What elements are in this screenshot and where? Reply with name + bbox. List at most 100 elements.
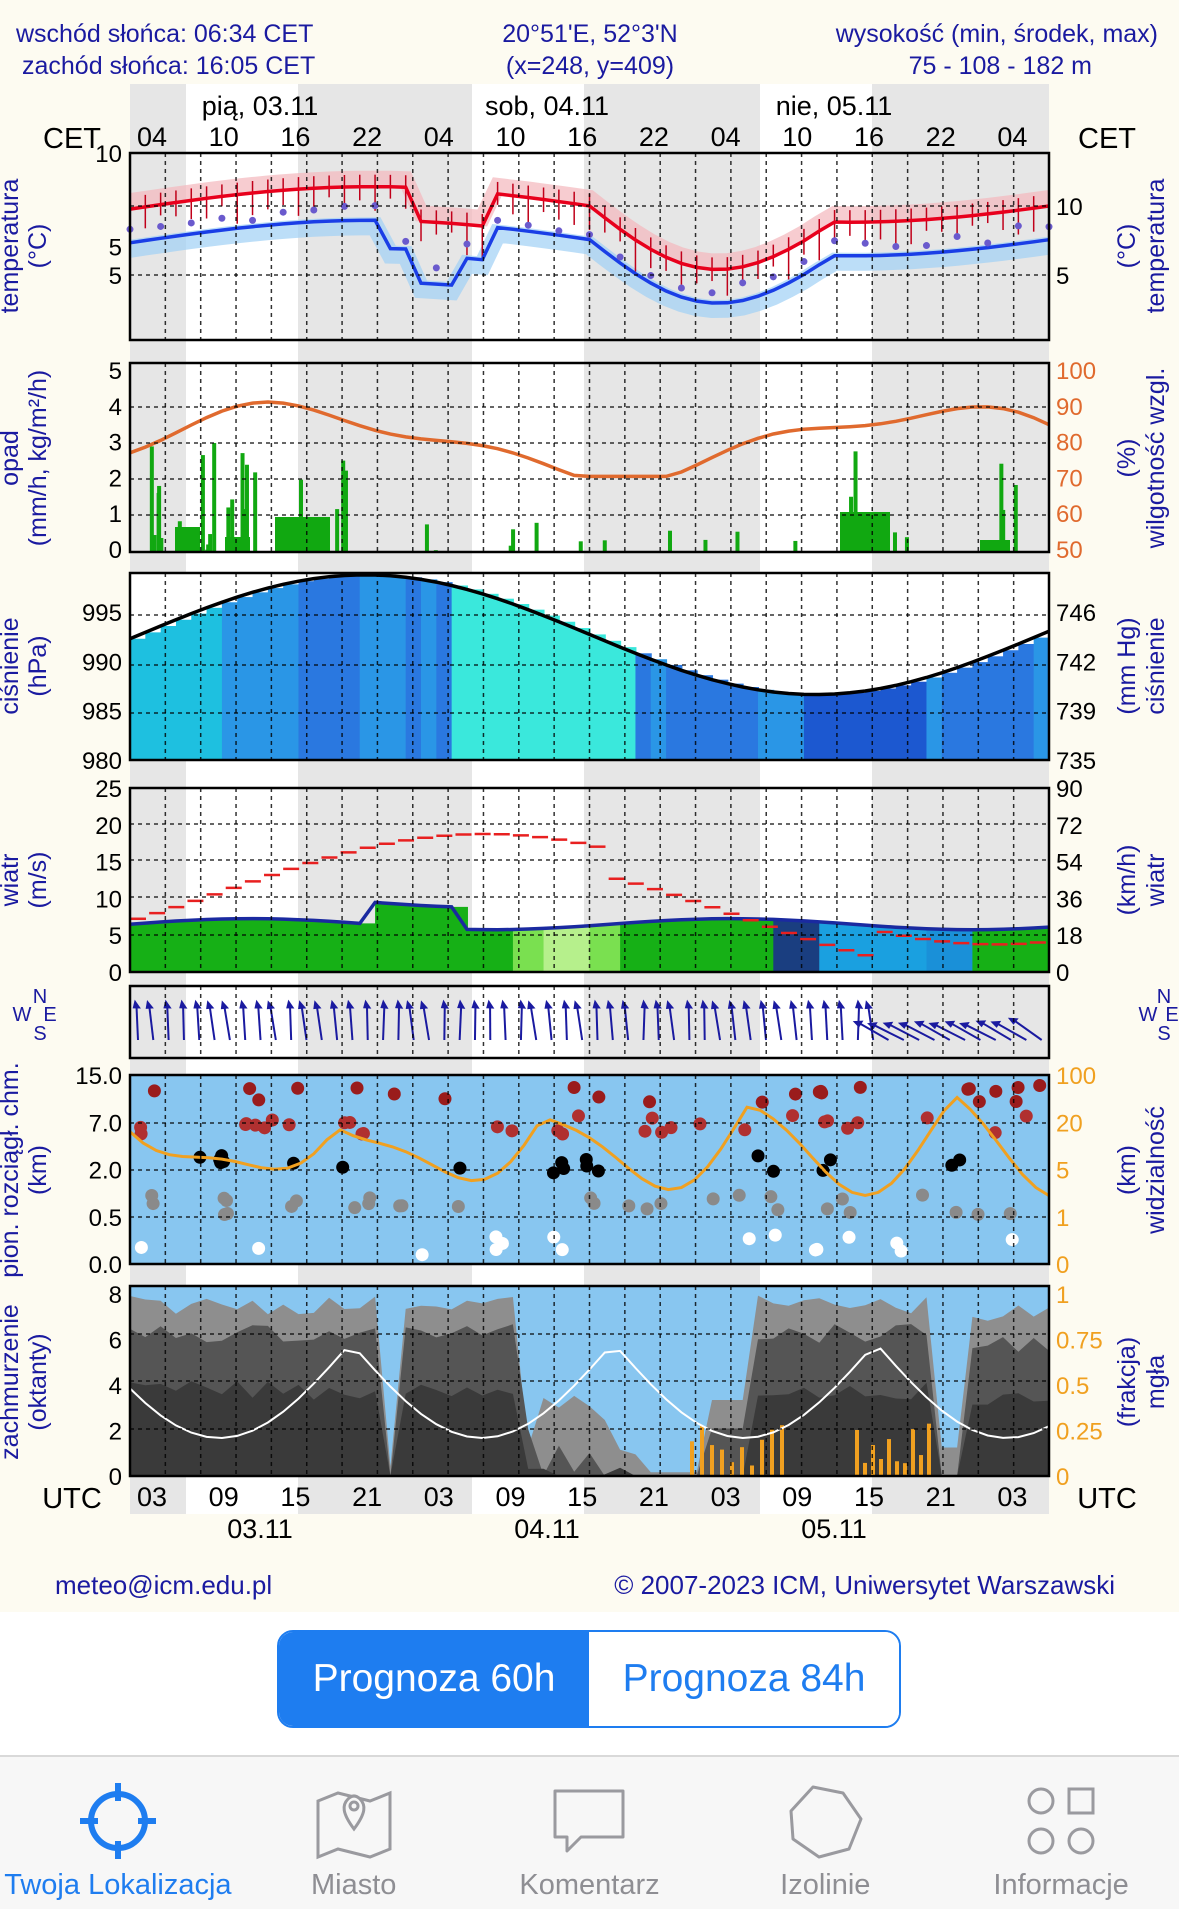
axis-tick-label: 15.0 — [75, 1063, 122, 1090]
axis-tick-label: 50 — [1056, 537, 1083, 564]
top-day-label: sob, 04.11 — [485, 91, 609, 121]
bottom-tz-right: UTC — [1077, 1483, 1137, 1515]
axis-tick-label: 2.0 — [89, 1158, 122, 1185]
axis-tick-label: 0 — [109, 960, 122, 987]
elevation-value: 75 - 108 - 182 m — [909, 52, 1092, 80]
panel-axis-label: (°C) — [1113, 224, 1141, 269]
top-day-label: nie, 05.11 — [776, 91, 893, 121]
top-hour-tick: 10 — [495, 122, 525, 152]
bottom-tz-left: UTC — [42, 1483, 102, 1515]
panel-axis-label: (frakcja) — [1113, 1337, 1141, 1427]
map-pin-icon — [312, 1779, 396, 1863]
axis-tick-label: 90 — [1056, 776, 1083, 803]
grid-icon — [1019, 1779, 1103, 1863]
axis-tick-label: 0.75 — [1056, 1328, 1103, 1355]
top-hour-tick: 16 — [280, 122, 310, 152]
top-hour-tick: 22 — [639, 122, 669, 152]
axis-tick-label: 5 — [1056, 1158, 1069, 1185]
panel-axis-label: temperatura — [1142, 179, 1170, 314]
tab-comment[interactable]: Komentarz — [472, 1757, 708, 1909]
bottom-hour-tick: 03 — [424, 1482, 454, 1512]
footer-email[interactable]: meteo@icm.edu.pl — [55, 1570, 272, 1600]
top-hour-tick: 04 — [137, 122, 167, 152]
axis-tick-label: 2 — [109, 465, 122, 492]
tab-city[interactable]: Miasto — [236, 1757, 472, 1909]
axis-tick-label: 8 — [109, 1282, 122, 1309]
axis-tick-label: 1 — [109, 501, 122, 528]
axis-tick-label: 5 — [109, 358, 122, 385]
svg-text:5: 5 — [1056, 263, 1069, 290]
axis-tick-label: 746 — [1056, 600, 1096, 627]
forecast-84h-button[interactable]: Prognoza 84h — [589, 1632, 899, 1726]
axis-tick-label: 995 — [82, 600, 122, 627]
top-hour-tick: 22 — [926, 122, 956, 152]
speech-bubble-icon — [547, 1779, 631, 1863]
panel-axis-label: temperatura — [0, 179, 24, 314]
axis-tick-label: 20 — [1056, 1110, 1083, 1137]
top-tz-right: CET — [1078, 123, 1136, 155]
cloud-cover-panel: 0246800.250.50.751zachmurzenie(oktanty)(… — [0, 1282, 1170, 1491]
crosshair-icon — [76, 1779, 160, 1863]
tab-location[interactable]: Twoja Lokalizacja — [0, 1757, 236, 1909]
axis-tick-label: 15 — [95, 850, 122, 877]
axis-tick-label: 100 — [1056, 358, 1096, 385]
bottom-hour-tick: 15 — [854, 1482, 884, 1512]
panel-axis-label: ciśnienie — [1142, 617, 1170, 714]
sunset-text: zachód słońca: 16:05 CET — [22, 52, 315, 80]
axis-tick-label: 4 — [109, 1373, 122, 1400]
panel-axis-label: (mm/h, kg/m²/h) — [24, 370, 52, 546]
compass-letter: W — [1139, 1004, 1158, 1026]
axis-tick-label: 0 — [1056, 1464, 1069, 1491]
panel-axis-label: ciśnienie — [0, 617, 24, 714]
axis-tick-label: 5 — [109, 235, 122, 262]
axis-tick-label: 990 — [82, 649, 122, 676]
bottom-hour-tick: 21 — [926, 1482, 956, 1512]
axis-tick-label: 20 — [95, 813, 122, 840]
top-hour-tick: 16 — [567, 122, 597, 152]
bottom-hour-tick: 21 — [352, 1482, 382, 1512]
axis-tick-label: 980 — [82, 748, 122, 775]
isoline-icon — [783, 1779, 867, 1863]
panel-axis-label: opad — [0, 430, 24, 486]
axis-tick-label: 60 — [1056, 501, 1083, 528]
svg-text:10: 10 — [1056, 194, 1083, 221]
sunrise-text: wschód słońca: 06:34 CET — [15, 20, 313, 48]
axis-tick-label: 10 — [95, 886, 122, 913]
tab-label: Miasto — [236, 1869, 472, 1902]
bottom-hour-tick: 09 — [495, 1482, 525, 1512]
axis-tick-label: 0 — [109, 1464, 122, 1491]
top-day-label: pią, 03.11 — [202, 91, 319, 121]
panel-axis-label: wiatr — [1142, 854, 1170, 908]
top-hour-tick: 10 — [782, 122, 812, 152]
panel-axis-label: (oktanty) — [24, 1333, 52, 1430]
bottom-date-label: 05.11 — [801, 1514, 867, 1544]
top-hour-tick: 10 — [209, 122, 239, 152]
tab-bar: Twoja Lokalizacja Miasto Komentarz Izoli… — [0, 1755, 1179, 1909]
axis-tick-label: 72 — [1056, 813, 1083, 840]
axis-tick-label: 985 — [82, 699, 122, 726]
panel-axis-label: mgła — [1142, 1355, 1170, 1409]
axis-tick-label: 0 — [1056, 1252, 1069, 1279]
forecast-length-toggle[interactable]: Prognoza 60h Prognoza 84h — [277, 1630, 901, 1728]
axis-tick-label: 80 — [1056, 430, 1083, 457]
bottom-hour-tick: 03 — [137, 1482, 167, 1512]
axis-tick-label: 735 — [1056, 748, 1096, 775]
axis-tick-label: 10 — [95, 141, 122, 168]
forecast-60h-button[interactable]: Prognoza 60h — [279, 1632, 589, 1726]
axis-tick-label: 100 — [1056, 1063, 1096, 1090]
axis-tick-label: 1 — [1056, 1205, 1069, 1232]
panel-axis-label: wiatr — [0, 854, 24, 908]
axis-tick-label: 36 — [1056, 886, 1083, 913]
svg-text:5: 5 — [109, 263, 122, 290]
axis-tick-label: 1 — [1056, 1282, 1069, 1309]
bottom-hour-tick: 15 — [567, 1482, 597, 1512]
axis-tick-label: 0.25 — [1056, 1419, 1103, 1446]
bottom-hour-tick: 03 — [711, 1482, 741, 1512]
panel-axis-label: (mm Hg) — [1113, 617, 1141, 714]
axis-tick-label: 90 — [1056, 394, 1083, 421]
tab-info[interactable]: Informacje — [943, 1757, 1179, 1909]
top-hour-tick: 22 — [352, 122, 382, 152]
tab-isolines[interactable]: Izolinie — [707, 1757, 943, 1909]
